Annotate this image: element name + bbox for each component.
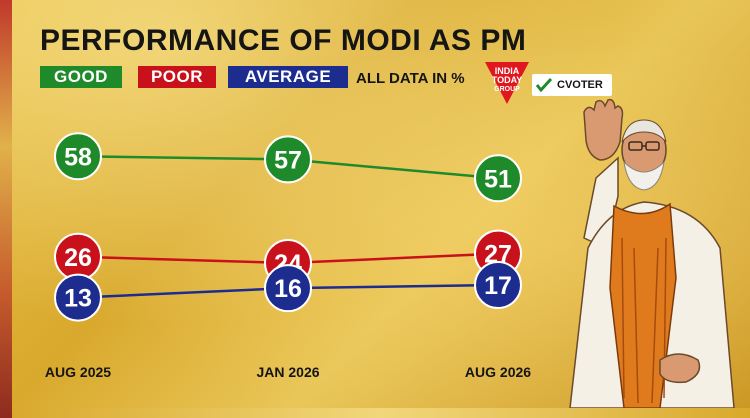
legend-good: GOOD: [40, 66, 122, 88]
average-line-segment: [77, 286, 289, 299]
bottom-ticker-strip: [12, 408, 750, 418]
cvoter-label: CVOTER: [557, 79, 603, 91]
cvoter-logo: CVOTER: [532, 74, 612, 96]
poor-line-segment: [77, 255, 289, 265]
good-point: [264, 135, 312, 184]
average-line-segment: [287, 283, 499, 290]
good-line-segment: [287, 158, 499, 180]
good-line-segment: [77, 155, 289, 161]
good-value-label: 58: [64, 143, 92, 171]
poor-line-segment: [287, 252, 499, 265]
chart-title: PERFORMANCE OF MODI AS PM: [40, 24, 527, 57]
units-note: ALL DATA IN %: [356, 70, 465, 87]
good-point: [54, 132, 102, 181]
x-tick-label: AUG 2025: [45, 364, 111, 380]
average-point: [474, 261, 522, 310]
legend-poor: POOR: [138, 66, 216, 88]
average-point: [264, 264, 312, 313]
logo-line-2: TODAY: [492, 75, 523, 85]
average-point: [54, 273, 102, 322]
legend-average: AVERAGE: [228, 66, 348, 88]
x-tick-label: AUG 2026: [465, 364, 531, 380]
average-value-label: 16: [274, 275, 302, 303]
logo-line-1: INDIA: [495, 66, 520, 76]
good-value-label: 57: [274, 146, 302, 174]
good-value-label: 51: [484, 165, 512, 193]
india-today-group-logo: INDIA TODAY GROUP: [485, 62, 529, 104]
left-edge-strip: [0, 0, 12, 418]
average-value-label: 13: [64, 285, 92, 313]
average-value-label: 17: [484, 272, 512, 300]
poor-value-label: 26: [64, 244, 92, 272]
waving-person-illustration: [569, 98, 735, 408]
x-tick-label: JAN 2026: [256, 364, 319, 380]
cvoter-mark-icon: [535, 77, 553, 93]
logo-line-3: GROUP: [494, 86, 520, 93]
good-point: [474, 154, 522, 203]
